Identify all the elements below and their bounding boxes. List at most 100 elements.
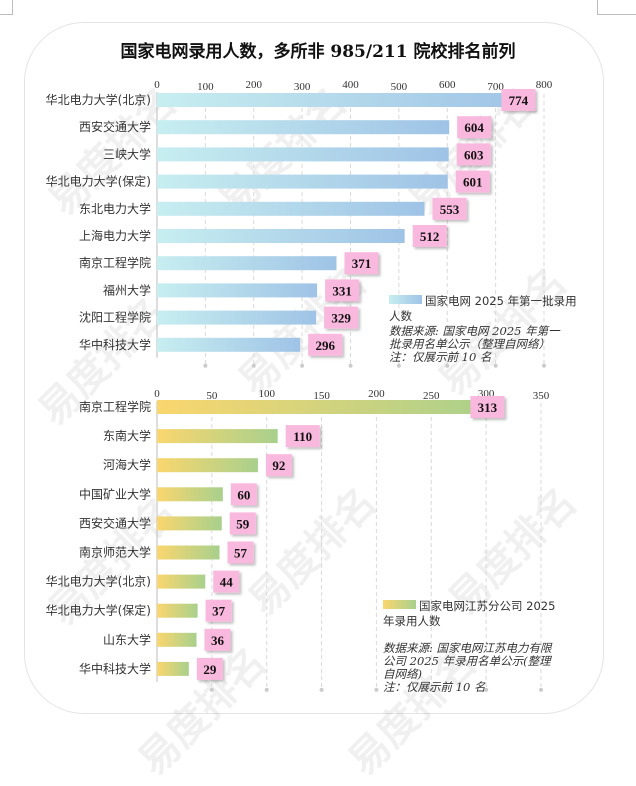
gridline-end-dot xyxy=(203,363,208,368)
data-label: 603 xyxy=(464,147,484,162)
x-tick-label: 150 xyxy=(313,390,330,402)
x-tick-label: 350 xyxy=(533,390,550,402)
data-label: 313 xyxy=(478,400,498,415)
bar xyxy=(157,516,222,531)
data-label-box xyxy=(213,570,240,593)
gridline-end-dot xyxy=(542,363,546,368)
category-label: 南京工程学院 xyxy=(79,399,151,414)
category-label: 西安交通大学 xyxy=(79,515,151,530)
data-label: 59 xyxy=(236,516,250,531)
data-label-box xyxy=(265,454,292,477)
bar xyxy=(157,400,501,414)
bar xyxy=(157,201,425,216)
gridline-end-dot xyxy=(319,687,324,692)
crop-mark-top-left xyxy=(0,0,13,15)
gridline-end-dot xyxy=(484,687,489,692)
bar xyxy=(157,574,206,589)
gridline-end-dot xyxy=(539,687,543,692)
category-label: 东南大学 xyxy=(103,428,151,443)
crop-mark-top-right xyxy=(597,0,636,15)
x-tick-label: 700 xyxy=(487,81,504,93)
data-label-box xyxy=(324,306,359,329)
category-label: 华北电力大学(保定) xyxy=(46,603,151,618)
gridline-end-dot xyxy=(209,687,214,692)
data-label-box xyxy=(229,512,256,535)
gridline-end-dot xyxy=(300,363,305,368)
gridline-end-dot xyxy=(348,363,353,368)
bar xyxy=(157,545,220,560)
legend-chart-1: 国家电网 2025 年第一批录用人数 xyxy=(389,294,579,324)
data-label-box xyxy=(344,252,379,275)
data-label-box xyxy=(204,628,231,651)
category-label: 华北电力大学(北京) xyxy=(46,574,151,589)
gridline-end-dot xyxy=(445,363,450,368)
x-tick-label: 200 xyxy=(368,388,385,400)
gridline-end-dot xyxy=(429,687,434,692)
data-label-box xyxy=(285,425,320,448)
data-label: 329 xyxy=(331,311,351,326)
legend-swatch-chart-1 xyxy=(389,295,422,304)
bar xyxy=(157,174,448,189)
data-label-box xyxy=(470,396,505,418)
x-tick-label: 100 xyxy=(197,81,214,93)
note-text-chart-2: 注：仅展示前 10 名 xyxy=(383,680,486,694)
bar xyxy=(157,147,449,162)
data-label: 296 xyxy=(315,338,335,353)
data-label-box xyxy=(325,279,360,302)
data-label: 44 xyxy=(220,575,234,590)
data-label: 553 xyxy=(440,202,460,217)
bar xyxy=(157,429,278,444)
data-label: 57 xyxy=(234,546,248,561)
category-label: 三峡大学 xyxy=(103,146,151,161)
category-label: 华北电力大学(北京) xyxy=(46,92,151,107)
legend-label-chart-1: 国家电网 2025 年第一批录用人数 xyxy=(389,294,577,323)
category-label: 福州大学 xyxy=(103,282,151,297)
bar xyxy=(157,256,337,271)
x-tick-label: 300 xyxy=(294,81,311,93)
data-label-box xyxy=(501,89,536,111)
gridline-end-dot xyxy=(374,687,379,692)
data-label-box xyxy=(455,170,490,193)
gridline-end-dot xyxy=(251,363,256,368)
category-label: 中国矿业大学 xyxy=(79,486,151,501)
data-label-box xyxy=(308,333,343,356)
bar xyxy=(157,661,189,676)
category-label: 山东大学 xyxy=(103,632,151,647)
data-label-box xyxy=(196,657,223,680)
data-label: 110 xyxy=(293,429,312,444)
x-tick-label: 0 xyxy=(154,388,160,400)
category-label: 沈阳工程学院 xyxy=(79,310,151,325)
data-label: 37 xyxy=(212,604,226,619)
data-label: 331 xyxy=(332,283,352,298)
bar xyxy=(157,120,450,135)
x-tick-label: 250 xyxy=(423,390,440,402)
category-label: 南京师范大学 xyxy=(79,545,151,560)
source-note-chart-2: 数据来源: 国家电网江苏电力有限公司 2025 年录用名单公示(整理自网络) 注… xyxy=(383,642,558,694)
source-text-chart-2: 数据来源: 国家电网江苏电力有限公司 2025 年录用名单公示(整理自网络) xyxy=(383,641,552,681)
gridline-end-dot xyxy=(493,363,498,368)
bar xyxy=(157,603,198,618)
x-tick-label: 500 xyxy=(391,81,408,93)
note-text-chart-1: 注：仅展示前 10 名 xyxy=(389,350,492,364)
data-label: 512 xyxy=(420,229,440,244)
x-tick-label: 400 xyxy=(342,79,359,91)
bar xyxy=(157,632,197,647)
bar xyxy=(157,283,318,298)
bar xyxy=(157,229,405,243)
legend-swatch-chart-2 xyxy=(383,600,416,609)
x-tick-label: 50 xyxy=(206,390,218,402)
data-label: 60 xyxy=(237,487,250,502)
category-label: 上海电力大学 xyxy=(79,228,151,243)
data-label: 604 xyxy=(464,120,484,135)
legend-label-chart-2: 国家电网江苏分公司 2025 年录用人数 xyxy=(383,599,556,628)
data-label: 774 xyxy=(509,93,529,108)
x-tick-label: 800 xyxy=(536,79,553,91)
category-label: 华中科技大学 xyxy=(79,661,151,676)
x-tick-label: 200 xyxy=(246,79,263,91)
category-label: 华中科技大学 xyxy=(79,337,151,352)
data-label-box xyxy=(456,143,491,166)
bar xyxy=(157,337,301,352)
x-tick-label: 0 xyxy=(154,79,160,91)
